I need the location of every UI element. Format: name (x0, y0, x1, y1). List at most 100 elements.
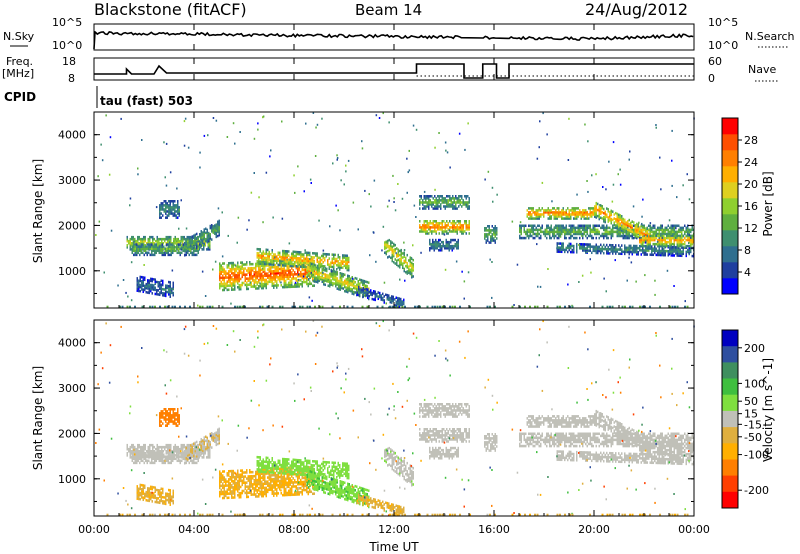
power-cell (228, 278, 230, 281)
velocity-cell (150, 454, 152, 457)
power-cell (636, 251, 638, 254)
power-cell (247, 277, 249, 280)
power-cell (537, 234, 539, 238)
velocity-cell (200, 450, 202, 453)
power-cell (258, 196, 260, 199)
power-cell (132, 235, 134, 239)
power-cell (159, 242, 161, 245)
power-cell (646, 240, 648, 244)
power-cell (274, 263, 276, 267)
power-cell (136, 247, 138, 250)
power-cell (558, 234, 560, 238)
power-cell (265, 248, 267, 252)
power-cell (453, 205, 455, 208)
power-cell (526, 230, 528, 234)
power-cell (133, 253, 135, 257)
velocity-cell (137, 452, 139, 455)
power-cell (139, 277, 141, 281)
power-cell (627, 250, 629, 254)
power-cell (130, 261, 133, 264)
power-cell (646, 228, 648, 232)
power-cell (267, 274, 269, 277)
power-cell (491, 237, 493, 240)
velocity-cell (182, 450, 184, 453)
power-cell (434, 207, 436, 210)
power-cell (550, 236, 552, 240)
power-cell (283, 251, 285, 255)
power-cell (465, 203, 467, 206)
power-cell (174, 212, 176, 215)
power-cell (667, 254, 669, 257)
power-cell (565, 232, 567, 236)
power-cell (201, 248, 203, 251)
power-cell (220, 280, 222, 284)
power-cell (655, 247, 657, 251)
power-cell (321, 280, 323, 284)
power-cell (262, 115, 265, 118)
power-cell (565, 246, 567, 250)
power-cell (654, 238, 656, 242)
power-cell (573, 244, 575, 248)
power-cell (150, 246, 152, 249)
power-cell (606, 247, 608, 251)
power-cell (600, 243, 602, 247)
power-cell (627, 220, 629, 223)
velocity-cell (158, 445, 160, 449)
power-cell (136, 277, 138, 280)
power-cell (301, 305, 304, 308)
power-cell (535, 209, 537, 212)
power-cell (232, 263, 234, 267)
power-cell (643, 228, 645, 232)
power-cell (435, 230, 437, 233)
power-cell (459, 195, 461, 198)
power-cell (493, 231, 495, 234)
power-cell (162, 206, 164, 209)
power-cell (631, 226, 633, 230)
power-cell (633, 248, 635, 252)
power-cell (285, 273, 287, 277)
power-cell (450, 199, 452, 202)
power-cell (455, 205, 457, 208)
power-cell (331, 261, 333, 265)
power-cell (384, 247, 386, 250)
power-cell (391, 297, 393, 300)
power-cell (141, 282, 143, 285)
power-cell (613, 217, 615, 220)
velocity-cell (159, 445, 161, 449)
power-cell (144, 239, 146, 243)
power-cell (657, 232, 659, 236)
power-cell (456, 220, 458, 223)
power-cell (559, 228, 561, 232)
power-cell (435, 220, 437, 223)
power-cell (612, 252, 614, 255)
power-cell (362, 295, 364, 298)
power-cell (532, 226, 534, 230)
power-cell (586, 224, 588, 228)
power-cell (241, 281, 243, 285)
power-cell (141, 239, 143, 243)
power-cell (154, 278, 156, 281)
power-cell (331, 253, 333, 256)
power-cell (165, 142, 168, 145)
power-cell (671, 129, 673, 132)
power-cell (279, 259, 281, 263)
power-cell (246, 285, 248, 289)
power-cell (562, 228, 564, 232)
power-cell (253, 275, 255, 278)
power-cell (259, 260, 261, 263)
power-cell (175, 204, 177, 207)
power-cell (137, 235, 139, 239)
power-cell (209, 305, 211, 308)
power-cell (274, 272, 276, 275)
power-cell (173, 242, 175, 245)
power-cell (163, 288, 165, 291)
power-cell (137, 247, 139, 250)
power-cell (618, 252, 620, 255)
power-cell (145, 284, 147, 288)
power-cell (132, 242, 134, 245)
power-cell (303, 190, 305, 193)
power-cell (323, 272, 325, 276)
power-cell (669, 244, 671, 248)
power-cell (411, 276, 413, 279)
